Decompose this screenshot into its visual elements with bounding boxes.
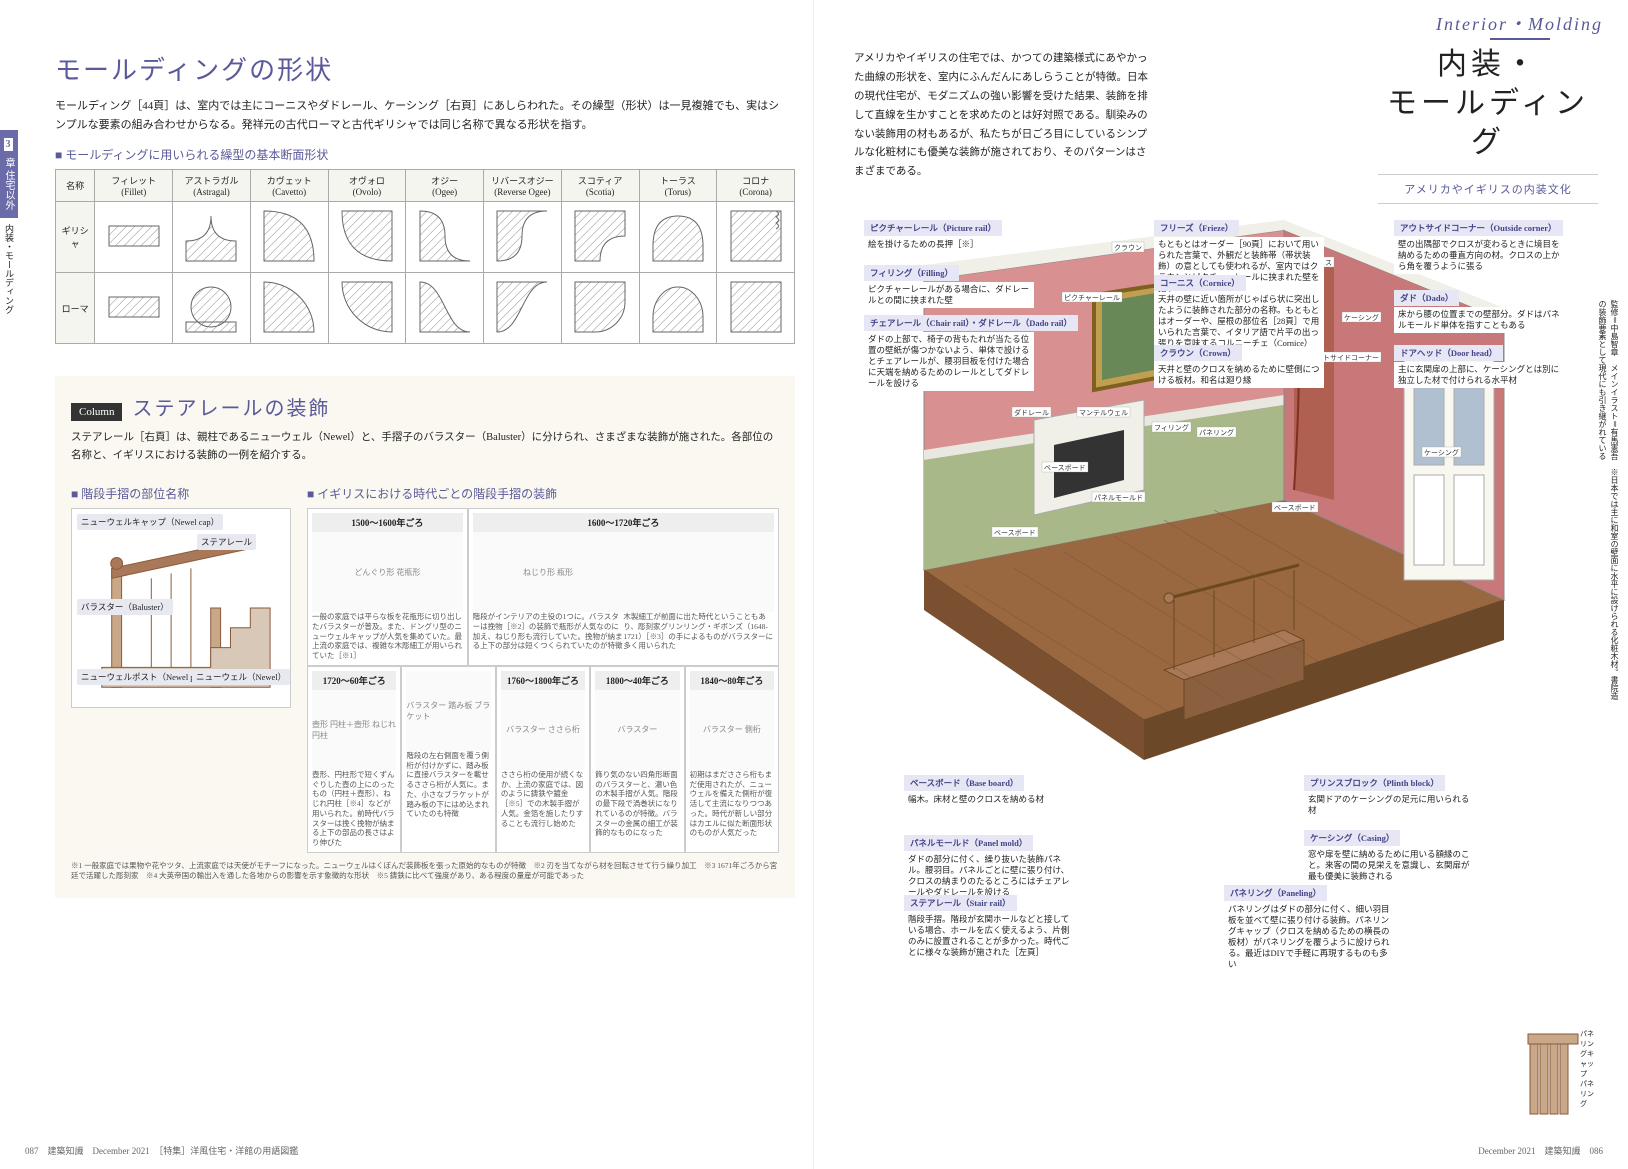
profile-header: オジー(Ogee) [406,170,484,202]
stair-diagram: ニューウェルキャップ（Newel cap） ステアレールバラスター（Baluste… [71,508,291,708]
annotation: パネルモールド（Panel mold）ダドの部分に付く、繰り抜いた装飾パネル。腰… [904,835,1074,900]
annotation: フィリング（Filling）ピクチャーレールがある場合に、ダドレールとの間に挟ま… [864,265,1034,308]
annotation: アウトサイドコーナー（Outside corner）壁の出隅部でクロスが変わると… [1394,220,1564,274]
era-subheading: イギリスにおける時代ごとの階段手摺の装飾 [307,485,779,502]
profile-header: オヴォロ(Ovolo) [328,170,406,202]
svg-text:マンテルウェル: マンテルウェル [1079,409,1128,417]
chapter-subtitle: 内装・モールディング [0,220,18,318]
column-footnotes: ※1 一般家庭では果物や花やツタ、上流家庭では天使がモチーフになった。ニューウェ… [71,861,779,882]
annotation: ドアヘッド（Door head）主に玄関扉の上部に、ケーシングとは別に独立した材… [1394,345,1564,388]
annotation: ベースボード（Base board）幅木。床材と壁のクロスを納める材 [904,775,1048,807]
main-heading: モールディングの形状 [55,50,788,87]
row-label-greece: ギリシャ [56,202,95,273]
profile-header: スコティア(Scotia) [561,170,639,202]
svg-text:ベースボード: ベースボード [994,529,1036,537]
page-title: 内装・モールディング [1378,45,1598,162]
annotation: ピクチャーレール（Picture rail）絵を掛けるための長押［※］ [864,220,1002,252]
chapter-tab: 3 章 住宅以外 [0,130,18,218]
annotation: チェアレール（Chair rail）・ダドレール（Dado rail）ダドの上部… [864,315,1078,391]
page-subtitle: アメリカやイギリスの内装文化 [1378,174,1598,204]
era-section: イギリスにおける時代ごとの階段手摺の装飾 1500～1600年ごろどんぐり形 花… [307,475,779,853]
svg-text:ピクチャーレール: ピクチャーレール [1064,294,1120,302]
svg-text:パネルモールド: パネルモールド [1094,494,1143,502]
svg-text:ベースボード: ベースボード [1274,504,1316,512]
profile-table: 名称 フィレット(Fillet) アストラガル(Astragal) カヴェット(… [55,169,795,344]
annotation: ケーシング（Casing）窓や扉を壁に納めるために用いる額縁のこと。来客の間の見… [1304,830,1474,884]
profile-header: フィレット(Fillet) [95,170,173,202]
stair-section: 階段手摺の部位名称 ニュー [71,475,291,853]
svg-text:ダドレール: ダドレール [1014,408,1049,417]
profile-subheading: モールディングに用いられる繰型の基本断面形状 [55,146,788,163]
column-intro: ステアレール［右頁］は、親柱であるニューウェル（Newel）と、手摺子のバラスタ… [71,429,779,465]
side-note: 監修＝中島智章 メインイラスト＝有馬憲吾 ※日本では主に和室の壁面に水平に設けら… [1596,300,1620,700]
category-header: Interior・Molding [1436,10,1603,40]
profile-header: トーラス(Torus) [639,170,717,202]
column-heading: ステアレールの装飾 [132,392,330,421]
row-label-rome: ローマ [56,273,95,344]
page-left: 3 章 住宅以外 内装・モールディング モールディングの形状 モールディング［4… [0,0,814,1169]
chapter-label: 章 住宅以外 [3,158,14,211]
svg-text:ケーシング: ケーシング [1424,448,1459,457]
stair-part-label: バラスター（Baluster） [77,599,173,615]
stair-subheading: 階段手摺の部位名称 [71,485,291,502]
right-intro: アメリカやイギリスの住宅では、かつての建築様式にあやかった曲線の形状を、室内にふ… [854,50,1154,182]
stair-part-label: ニューウェルキャップ（Newel cap） [77,514,223,530]
intro-text: モールディング［44頁］は、室内では主にコーニスやダドレール、ケーシング［右頁］… [55,97,788,134]
stair-part-label: ステアレール [197,534,256,550]
profile-header: コロナ(Corona) [717,170,795,202]
table-corner: 名称 [56,170,95,202]
svg-text:ケーシング: ケーシング [1344,313,1379,322]
column-badge: Column [71,403,122,421]
page-right: Interior・Molding アメリカやイギリスの住宅では、かつての建築様式… [814,0,1628,1169]
annotation: パネリング（Paneling）パネリングはダドの部分に付く、細い羽目板を並べて壁… [1224,885,1394,972]
annotation: プリンスブロック（Plinth block）玄関ドアのケーシングの足元に用いられ… [1304,775,1474,818]
profile-header: アストラガル(Astragal) [173,170,251,202]
annotation: ステアレール（Stair rail）階段手摺。階段が玄関ホールなどと接している場… [904,895,1074,960]
column-box: Column ステアレールの装飾 ステアレール［右頁］は、親柱であるニューウェル… [55,376,795,897]
annotation: ダド（Dado）床から腰の位置までの壁部分。ダドはパネルモールド単体を指すことも… [1394,290,1564,333]
paneling-detail: パネリングキャップ パネリング [1518,1019,1598,1119]
annotation: クラウン（Crown）天井と壁のクロスを納めるために壁側につける板材。和名は廻り… [1154,345,1324,388]
profile-header: リバースオジー(Reverse Ogee) [484,170,562,202]
profile-header: カヴェット(Cavetto) [250,170,328,202]
page-title-block: 内装・モールディング アメリカやイギリスの内装文化 [1378,45,1598,204]
svg-text:クラウン: クラウン [1114,244,1142,252]
svg-text:パネリング: パネリング [1199,428,1234,437]
svg-text:フィリング: フィリング [1154,423,1189,432]
footer-right: December 2021 建築知識 086 [1478,1144,1603,1157]
svg-text:ベースボード: ベースボード [1044,464,1086,472]
stair-part-label: ニューウェル（Newel） [192,669,290,685]
footer-left: 087 建築知識 December 2021 ［特集］洋風住宅・洋館の用語図鑑 [25,1144,298,1157]
chapter-number: 3 [4,138,13,151]
